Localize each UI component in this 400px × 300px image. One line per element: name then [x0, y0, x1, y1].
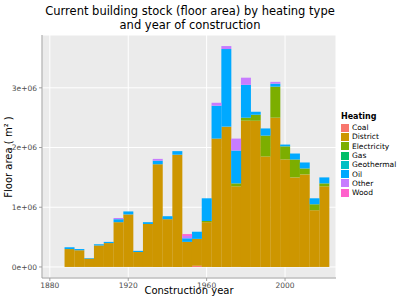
html-text:District: District: [352, 132, 379, 142]
html-text:Gas: Gas: [352, 151, 367, 160]
html-text:Geothermal: Geothermal: [352, 160, 397, 170]
html-text:Floor area ( m² ): Floor area ( m² ): [2, 115, 14, 198]
svg-text:1920: 1920: [119, 281, 138, 290]
svg-text:2e+06: 2e+06: [12, 143, 37, 152]
html-text:and year of construction: and year of construction: [119, 18, 261, 32]
svg-text:0e+00: 0e+00: [12, 263, 37, 272]
html-text:Other: Other: [352, 178, 374, 188]
html-text:Wood: Wood: [352, 188, 373, 198]
html-text:Current building stock (floor: Current building stock (floor area) by h…: [45, 4, 335, 18]
html-text:Electricity: Electricity: [352, 141, 390, 151]
svg-text:1880: 1880: [40, 281, 59, 290]
html-text:Heating: Heating: [341, 112, 377, 121]
html-text:Construction year: Construction year: [144, 285, 234, 296]
svg-text:1e+06: 1e+06: [12, 203, 37, 212]
svg-text:2000: 2000: [275, 281, 294, 290]
html-text:Oil: Oil: [352, 169, 363, 179]
svg-text:3e+06: 3e+06: [12, 84, 37, 93]
html-text:Coal: Coal: [352, 123, 369, 133]
